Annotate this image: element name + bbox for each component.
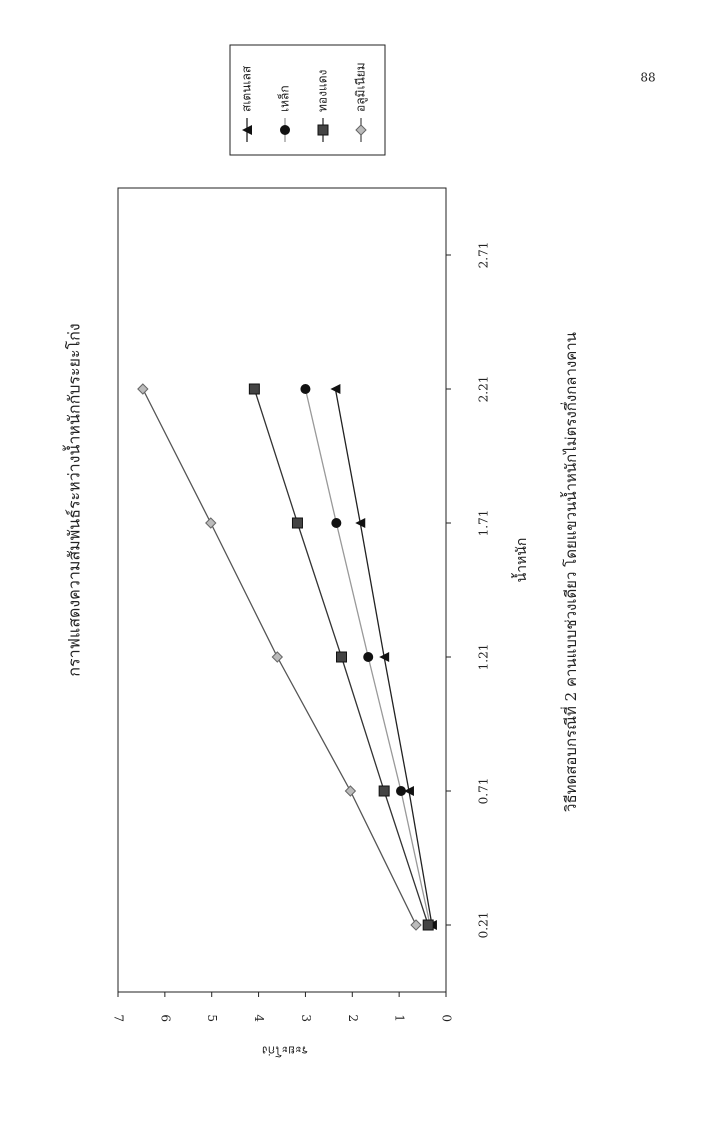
- point: [344, 785, 357, 797]
- x-tick-label: 2.21: [477, 376, 491, 403]
- legend-box: [229, 44, 386, 156]
- y-tick-label: 2: [346, 1014, 360, 1022]
- y-tick-label: 1: [393, 1014, 407, 1022]
- point: [410, 919, 422, 931]
- x-tick-label: 1.21: [477, 644, 491, 671]
- point: [205, 517, 217, 529]
- point: [331, 518, 342, 528]
- legend-marker: [280, 125, 290, 135]
- point: [403, 786, 414, 796]
- y-axis-label: ระยะโก่ง: [262, 1044, 308, 1058]
- y-tick-label: 6: [158, 1014, 172, 1022]
- x-tick-label: 0.21: [477, 912, 491, 939]
- y-tick-label: 0: [440, 1014, 454, 1022]
- y-tick-label: 4: [252, 1014, 266, 1022]
- y-tick-label: 7: [112, 1014, 126, 1022]
- legend-label: ทองแดง: [316, 70, 330, 112]
- page-number: 88: [640, 71, 655, 85]
- point: [248, 383, 260, 395]
- point: [378, 785, 390, 797]
- rotated-chart: กราฟแสดงความสัมพันธ์ระหว่างน้ำหนักกับระย…: [63, 44, 580, 1058]
- y-tick-label: 5: [205, 1014, 219, 1022]
- legend-marker: [242, 125, 252, 135]
- point: [291, 517, 303, 529]
- point: [137, 383, 149, 395]
- point: [396, 786, 407, 796]
- plot-area: [117, 187, 447, 993]
- point: [330, 384, 341, 394]
- x-tick-label: 0.71: [477, 778, 491, 805]
- point: [422, 919, 434, 931]
- legend-label: เหล็ก: [277, 85, 292, 112]
- y-tick-label: 3: [299, 1014, 313, 1022]
- legend-label: อลูมิเนียม: [354, 62, 369, 112]
- point: [363, 652, 374, 662]
- legend-label: สเตนเลส: [240, 65, 254, 112]
- point: [355, 518, 366, 528]
- x-tick-label: 1.71: [477, 510, 491, 537]
- point: [379, 652, 390, 662]
- point: [336, 651, 348, 663]
- point: [300, 384, 311, 394]
- caption: วิธีทดสอบกรณีที่ 2 คานแบบช่วงเดียว โดยแข…: [560, 332, 580, 812]
- point: [271, 651, 284, 663]
- legend-marker: [317, 124, 329, 136]
- x-tick-label: 2.71: [477, 242, 491, 269]
- legend-marker: [355, 124, 367, 136]
- x-axis-label: น้ำหนัก: [511, 538, 530, 583]
- chart-title: กราฟแสดงความสัมพันธ์ระหว่างน้ำหนักกับระย…: [63, 323, 84, 676]
